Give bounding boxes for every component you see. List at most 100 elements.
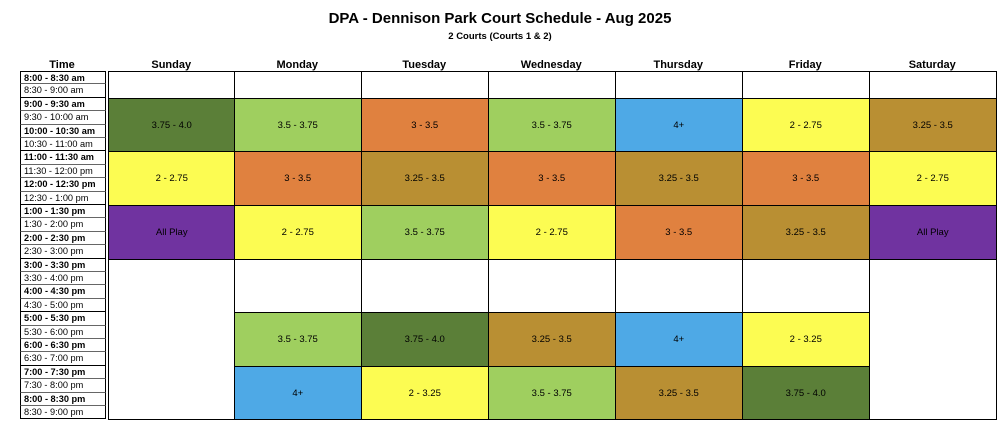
schedule-block: 2 - 3.25 <box>361 365 489 421</box>
schedule-block: 2 - 3.25 <box>742 312 870 367</box>
schedule-block: 3.75 - 4.0 <box>361 312 489 367</box>
time-slot-label: 1:00 - 1:30 pm <box>20 205 106 219</box>
skill-level-label: 2 - 2.75 <box>535 226 568 238</box>
schedule-block: 3 - 3.5 <box>234 151 362 206</box>
schedule-block: 2 - 2.75 <box>869 151 997 206</box>
skill-level-label: 3.25 - 3.5 <box>658 173 699 185</box>
schedule-block: 3.5 - 3.75 <box>488 97 616 153</box>
skill-level-label: 3.25 - 3.5 <box>658 387 699 399</box>
schedule-block: 3.5 - 3.75 <box>234 97 362 153</box>
schedule-grid: 8:00 - 8:30 am 8:30 - 9:00 am 9:00 - 9:30 … <box>20 71 997 421</box>
skill-level-label: 3 - 3.5 <box>411 119 439 131</box>
skill-level-label: 4+ <box>292 387 304 399</box>
time-slot-label: 2:30 - 3:00 pm <box>20 245 106 259</box>
schedule-block: 3 - 3.5 <box>488 151 616 206</box>
time-slot-label: 8:30 - 9:00 pm <box>20 406 106 420</box>
skill-level-label: 3.75 - 4.0 <box>404 333 445 345</box>
skill-level-label: 2 - 2.75 <box>155 173 188 185</box>
time-slot-label: 6:30 - 7:00 pm <box>20 352 106 366</box>
schedule-empty-block <box>488 258 616 314</box>
schedule-empty-block <box>742 258 870 314</box>
skill-level-label: 3.25 - 3.5 <box>404 173 445 185</box>
skill-level-label: 4+ <box>673 333 685 345</box>
skill-level-label: 2 - 2.75 <box>789 119 822 131</box>
time-slot-label: 3:00 - 3:30 pm <box>20 258 106 272</box>
schedule-block: 3.25 - 3.5 <box>869 97 997 153</box>
schedule-empty-block <box>869 258 997 421</box>
time-slot-label: 7:00 - 7:30 pm <box>20 365 106 380</box>
time-slot-label: 11:30 - 12:00 pm <box>20 164 106 179</box>
column-header-time: Time <box>49 59 75 71</box>
column-header-friday: Friday <box>788 59 822 71</box>
schedule-empty-block <box>488 71 616 99</box>
time-slot-label: 5:30 - 6:00 pm <box>20 325 106 339</box>
schedule-empty-block <box>234 71 362 99</box>
skill-level-label: 3.5 - 3.75 <box>277 119 318 131</box>
time-slot-label: 3:30 - 4:00 pm <box>20 272 106 286</box>
schedule-block: 3.25 - 3.5 <box>742 205 870 260</box>
time-slot-label: 5:00 - 5:30 pm <box>20 312 106 326</box>
skill-level-label: 3.75 - 4.0 <box>151 119 192 131</box>
skill-level-label: 3 - 3.5 <box>665 226 693 238</box>
skill-level-label: 2 - 2.75 <box>281 226 314 238</box>
schedule-block: 4+ <box>615 97 743 153</box>
schedule-block: 3 - 3.5 <box>361 97 489 153</box>
schedule-block: 3.5 - 3.75 <box>361 205 489 260</box>
time-slot-label: 4:30 - 5:00 pm <box>20 298 106 313</box>
page-subtitle: 2 Courts (Courts 1 & 2) <box>448 31 552 42</box>
skill-level-label: 2 - 2.75 <box>916 173 949 185</box>
skill-level-label: 3.25 - 3.5 <box>912 119 953 131</box>
skill-level-label: 3.5 - 3.75 <box>531 387 572 399</box>
schedule-empty-block <box>108 71 236 99</box>
schedule-empty-block <box>361 71 489 99</box>
schedule-block: 3.25 - 3.5 <box>488 312 616 367</box>
schedule-empty-block <box>108 258 236 421</box>
skill-level-label: 3.75 - 4.0 <box>785 387 826 399</box>
time-slot-label: 12:30 - 1:00 pm <box>20 191 106 205</box>
time-slot-label: 9:30 - 10:00 am <box>20 111 106 125</box>
schedule-block: 3 - 3.5 <box>742 151 870 206</box>
schedule-block: 3.5 - 3.75 <box>234 312 362 367</box>
page-title: DPA - Dennison Park Court Schedule - Aug… <box>328 10 672 27</box>
time-slot-label: 11:00 - 11:30 am <box>20 151 106 165</box>
column-header-wednesday: Wednesday <box>520 59 582 71</box>
skill-level-label: 4+ <box>673 119 685 131</box>
schedule-block: 3.5 - 3.75 <box>488 365 616 421</box>
column-header-monday: Monday <box>276 59 319 71</box>
time-slot-label: 6:00 - 6:30 pm <box>20 339 106 353</box>
skill-level-label: 3 - 3.5 <box>284 173 312 185</box>
time-slot-label: 8:00 - 8:30 am <box>20 71 106 85</box>
schedule-block: 2 - 2.75 <box>742 97 870 153</box>
time-slot-label: 7:30 - 8:00 pm <box>20 379 106 393</box>
skill-level-label: 3.5 - 3.75 <box>404 226 445 238</box>
column-header-sunday: Sunday <box>151 59 192 71</box>
time-slot-label: 4:00 - 4:30 pm <box>20 285 106 299</box>
time-slot-label: 1:30 - 2:00 pm <box>20 218 106 232</box>
column-header-saturday: Saturday <box>908 59 956 71</box>
skill-level-label: 3.5 - 3.75 <box>277 333 318 345</box>
schedule-block: 4+ <box>615 312 743 367</box>
time-slot-label: 8:30 - 9:00 am <box>20 84 106 98</box>
schedule-block: All Play <box>108 205 236 260</box>
skill-level-label: 3.25 - 3.5 <box>531 333 572 345</box>
schedule-block: 2 - 2.75 <box>488 205 616 260</box>
schedule-block: All Play <box>869 205 997 260</box>
schedule-empty-block <box>742 71 870 99</box>
skill-level-label: 3 - 3.5 <box>538 173 566 185</box>
schedule-block: 3.25 - 3.5 <box>361 151 489 206</box>
schedule-block: 4+ <box>234 365 362 421</box>
skill-level-label: 3 - 3.5 <box>792 173 820 185</box>
skill-level-label: All Play <box>916 226 949 238</box>
time-slot-label: 9:00 - 9:30 am <box>20 97 106 112</box>
schedule-block: 2 - 2.75 <box>234 205 362 260</box>
schedule-empty-block <box>615 258 743 314</box>
schedule-empty-block <box>361 258 489 314</box>
time-slot-label: 2:00 - 2:30 pm <box>20 231 106 246</box>
schedule-block: 3.25 - 3.5 <box>615 365 743 421</box>
schedule-block: 3 - 3.5 <box>615 205 743 260</box>
schedule-empty-block <box>869 71 997 99</box>
schedule-empty-block <box>615 71 743 99</box>
time-slot-label: 12:00 - 12:30 pm <box>20 178 106 192</box>
column-header-thursday: Thursday <box>653 59 703 71</box>
time-slot-label: 8:00 - 8:30 pm <box>20 392 106 406</box>
